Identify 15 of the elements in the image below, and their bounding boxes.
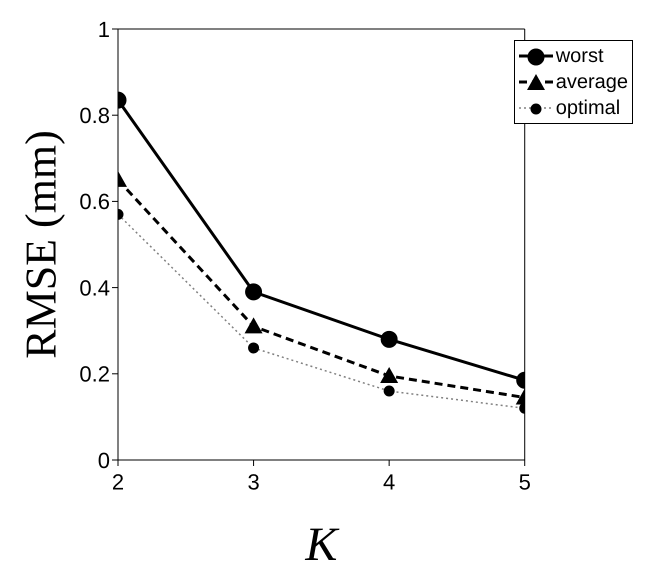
legend-label: optimal — [556, 96, 620, 121]
y-tick-label: 0.4 — [79, 275, 110, 300]
x-axis-title: K — [304, 518, 340, 571]
legend-label: worst — [556, 44, 604, 69]
y-tick-label: 0 — [98, 448, 110, 473]
y-tick-label: 1 — [98, 16, 110, 42]
x-tick-label: 3 — [247, 470, 260, 495]
y-tick-label: 0.2 — [79, 362, 110, 387]
x-tick-label: 2 — [112, 470, 124, 495]
y-tick-label: 0.8 — [79, 103, 110, 128]
y-axis-title: RMSE (mm) — [16, 130, 66, 359]
x-tick-label: 5 — [518, 470, 531, 495]
y-tick-label: 0.6 — [79, 189, 110, 214]
legend-label: average — [556, 70, 628, 95]
x-tick-label: 4 — [383, 470, 396, 495]
